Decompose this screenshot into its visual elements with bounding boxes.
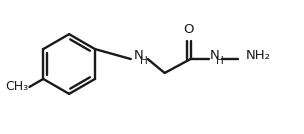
Text: N: N	[134, 49, 144, 62]
Text: H: H	[140, 56, 148, 66]
Text: CH₃: CH₃	[5, 80, 29, 93]
Text: O: O	[183, 23, 194, 36]
Text: NH₂: NH₂	[245, 49, 270, 62]
Text: N: N	[209, 49, 219, 62]
Text: H: H	[216, 56, 223, 66]
